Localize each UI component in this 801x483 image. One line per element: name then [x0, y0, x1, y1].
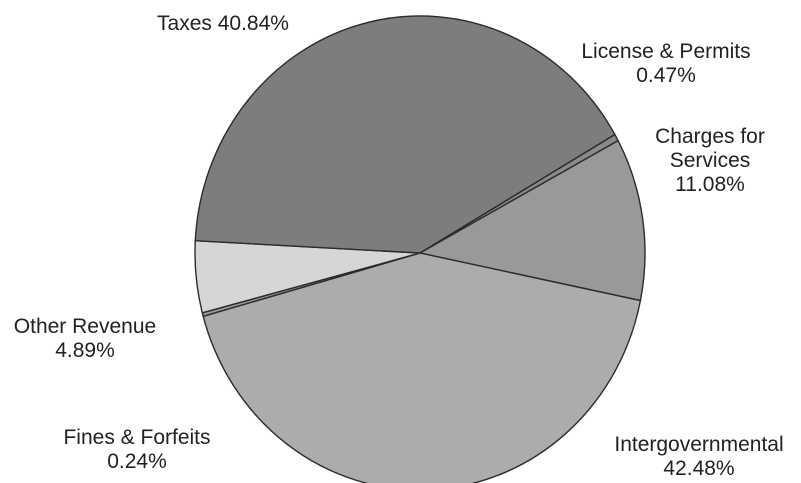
label-line: Services: [670, 149, 751, 172]
label-intergovernmental: Intergovernmental 42.48%: [614, 433, 783, 480]
label-line: 0.47%: [636, 64, 696, 87]
slice-taxes: [194, 15, 616, 254]
slice-charges-for-services: [419, 139, 646, 302]
label-line: 42.48%: [663, 457, 734, 480]
label-license-and-permits: License & Permits 0.47%: [581, 40, 750, 87]
label-other-revenue: Other Revenue 4.89%: [14, 315, 156, 362]
label-taxes: Taxes 40.84%: [157, 12, 289, 35]
label-line: Other Revenue: [14, 315, 156, 338]
label-line: Taxes 40.84%: [157, 12, 289, 35]
slice-intergovernmental: [202, 252, 642, 483]
label-line: Charges for: [655, 125, 765, 148]
label-charges-for-services: Charges for Services 11.08%: [655, 125, 765, 196]
label-line: Intergovernmental: [614, 433, 783, 456]
label-line: 11.08%: [675, 173, 745, 196]
label-line: 0.24%: [107, 450, 167, 473]
label-line: 4.89%: [55, 339, 115, 362]
label-line: License & Permits: [581, 40, 750, 63]
label-fines-and-forfeits: Fines & Forfeits 0.24%: [63, 426, 210, 473]
pie-slices: [194, 15, 646, 483]
label-line: Fines & Forfeits: [63, 426, 210, 449]
pie-labels: License & Permits 0.47% Charges for Service…: [14, 12, 784, 480]
